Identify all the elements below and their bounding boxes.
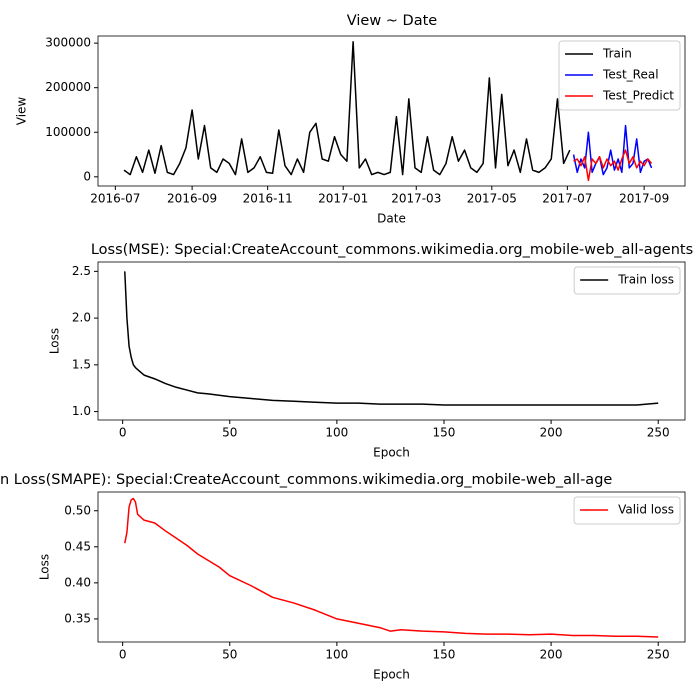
x-tick-label: 150 [433, 648, 456, 662]
x-axis-label: Epoch [373, 668, 410, 682]
x-tick-label: 100 [325, 648, 348, 662]
legend: Train loss [573, 266, 681, 295]
y-tick-label: 0.45 [64, 539, 91, 553]
x-axis-label: Epoch [373, 446, 410, 460]
axes-frame [97, 35, 686, 187]
chart-title: Loss(MSE): Special:CreateAccount_commons… [91, 242, 693, 258]
axes-frame [97, 261, 686, 421]
chart-title: View ~ Date [347, 13, 438, 29]
x-tick-label: 50 [222, 648, 237, 662]
x-tick-label: 0 [119, 426, 127, 440]
axes-frame [97, 491, 686, 643]
y-tick-label: 1.5 [72, 357, 91, 371]
x-tick-label: 2016-09 [167, 192, 217, 206]
y-tick-label: 100000 [45, 125, 91, 139]
y-tick-label: 0.50 [64, 503, 91, 517]
x-tick-label: 2017-03 [391, 192, 441, 206]
series-line [124, 497, 659, 638]
y-tick-label: 300000 [45, 36, 91, 50]
x-tick-label: 100 [325, 426, 348, 440]
legend: Train Test_Real Test_Predict [558, 40, 681, 111]
y-tick-label: 1.0 [72, 404, 91, 418]
chart-title: n Loss(SMAPE): Special:CreateAccount_com… [0, 472, 612, 488]
legend-label: Valid loss [618, 503, 674, 517]
series-line [572, 124, 653, 176]
legend-frame [573, 266, 681, 295]
y-tick-label: 0.40 [64, 575, 91, 589]
legend-frame [558, 40, 681, 111]
x-tick-label: 2017-01 [318, 192, 368, 206]
x-tick-label: 150 [433, 426, 456, 440]
y-axis-label: Loss [38, 554, 52, 580]
y-axis-label: View [15, 97, 29, 126]
x-tick-label: 2017-07 [542, 192, 592, 206]
y-tick-label: 0.35 [64, 611, 91, 625]
y-axis-label: Loss [48, 328, 62, 354]
x-axis-label: Date [377, 212, 406, 226]
x-tick-label: 250 [647, 426, 670, 440]
legend-frame [573, 496, 681, 525]
y-tick-label: 0 [83, 169, 91, 183]
x-tick-label: 50 [222, 426, 237, 440]
legend-label: Test_Real [602, 68, 659, 82]
x-tick-label: 200 [540, 426, 563, 440]
y-tick-label: 2.5 [72, 264, 91, 278]
series-line [123, 41, 571, 176]
series-line [573, 149, 653, 182]
series-line [124, 271, 659, 406]
x-tick-label: 2016-11 [243, 192, 293, 206]
x-tick-label: 0 [119, 648, 127, 662]
x-tick-label: 2017-05 [467, 192, 517, 206]
x-tick-label: 2016-07 [90, 192, 140, 206]
x-tick-label: 200 [540, 648, 563, 662]
x-tick-label: 250 [647, 648, 670, 662]
legend-label: Train [602, 47, 632, 61]
legend: Valid loss [573, 496, 681, 525]
y-tick-label: 200000 [45, 80, 91, 94]
y-tick-label: 2.0 [72, 311, 91, 325]
legend-label: Test_Predict [602, 89, 674, 103]
x-tick-label: 2017-09 [619, 192, 669, 206]
legend-label: Train loss [617, 273, 674, 287]
